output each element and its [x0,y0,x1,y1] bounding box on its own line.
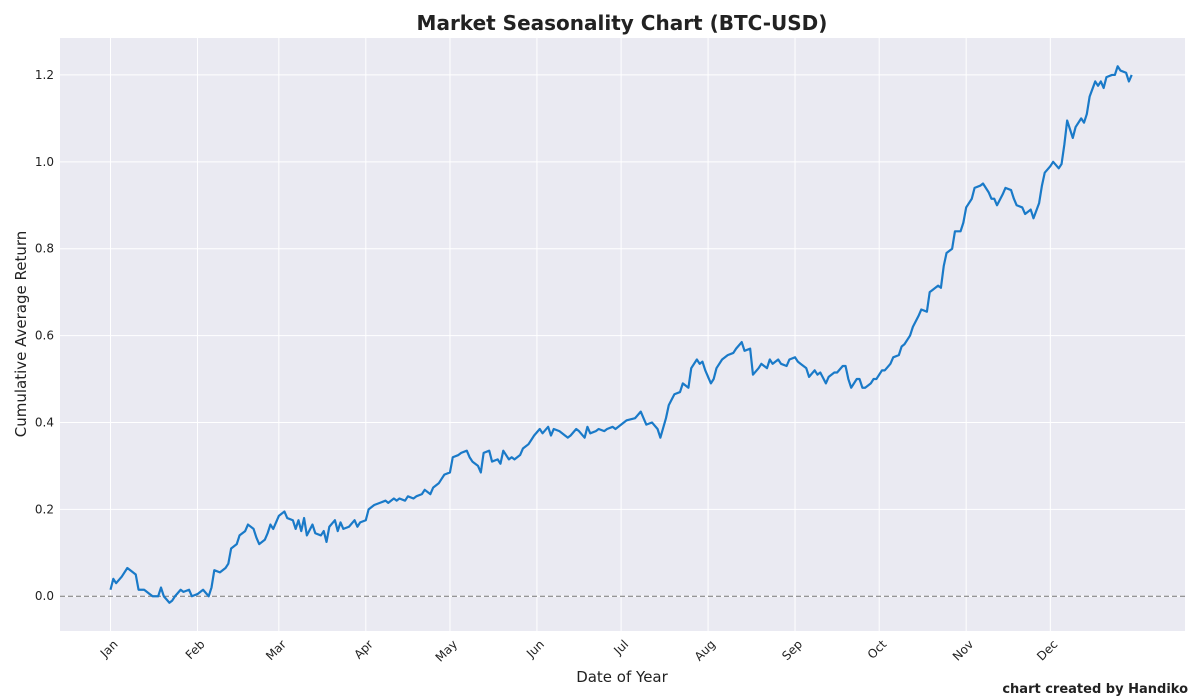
plot-area [60,38,1185,631]
y-tick-label: 0.6 [35,329,54,343]
x-tick-label: Oct [865,637,890,662]
data-line [109,65,1133,604]
x-tick-label: Nov [950,637,976,663]
x-tick-label: Apr [351,637,376,662]
x-tick-label: Sep [779,637,805,663]
y-tick-label: 0.0 [35,589,54,603]
y-tick-label: 0.8 [35,242,54,256]
y-axis-label: Cumulative Average Return [12,231,30,438]
x-tick-label: Aug [692,637,718,663]
x-tick-label: Jan [97,637,121,661]
y-tick-label: 0.2 [35,502,54,516]
x-axis-label: Date of Year [576,668,668,686]
y-tick-label: 1.0 [35,155,54,169]
x-tick-label: Feb [183,637,208,662]
y-tick-label: 1.2 [35,68,54,82]
x-tick-label: Jul [610,637,631,658]
chart-title: Market Seasonality Chart (BTC-USD) [417,11,828,35]
x-tick-label: Mar [263,637,289,663]
y-tick-label: 0.4 [35,415,54,429]
credit: chart created by Handiko [1002,682,1188,697]
x-tick-label: Dec [1034,637,1060,663]
x-tick-label: Jun [523,637,547,661]
x-tick-label: May [433,637,460,664]
